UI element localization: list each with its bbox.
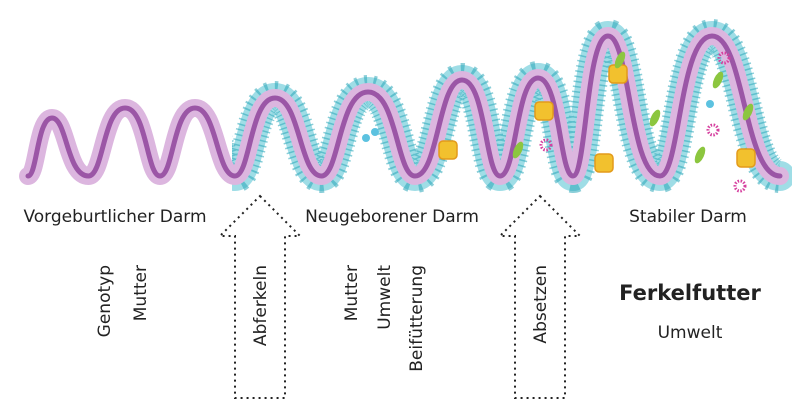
microbe bbox=[742, 103, 754, 121]
microbe bbox=[706, 100, 714, 108]
microbe bbox=[717, 51, 731, 65]
microbe bbox=[512, 141, 524, 159]
microbe bbox=[594, 153, 614, 173]
stage-label: Neugeborener Darm bbox=[305, 207, 479, 227]
microbe bbox=[649, 109, 661, 127]
transition-label: Abferkeln bbox=[251, 265, 271, 346]
factor-label: Mutter bbox=[342, 265, 362, 321]
microbe bbox=[712, 71, 724, 89]
factor-title: Ferkelfutter bbox=[619, 281, 761, 305]
stage-label: Vorgeburtlicher Darm bbox=[23, 207, 206, 227]
microbe bbox=[371, 128, 379, 136]
microbe bbox=[614, 51, 626, 69]
gut-wall-inner bbox=[25, 33, 783, 179]
microbe bbox=[362, 134, 370, 142]
microbe bbox=[539, 138, 553, 152]
microbe bbox=[438, 140, 458, 160]
microbe bbox=[706, 123, 720, 137]
microbe bbox=[733, 179, 747, 193]
microbe bbox=[694, 146, 706, 164]
factor-label: Genotyp bbox=[95, 265, 115, 337]
transition-arrow bbox=[217, 194, 303, 399]
factor-label: Umwelt bbox=[658, 323, 723, 343]
factor-label: Mutter bbox=[131, 265, 151, 321]
factor-label: Umwelt bbox=[375, 265, 395, 330]
microbe bbox=[736, 148, 756, 168]
gut-villi bbox=[19, 18, 792, 194]
microbe bbox=[534, 101, 554, 121]
stage-label: Stabiler Darm bbox=[629, 207, 747, 227]
transition-arrow bbox=[497, 194, 583, 399]
microbes bbox=[362, 51, 756, 193]
factor-label: Beifütterung bbox=[407, 265, 427, 372]
transition-label: Absetzen bbox=[531, 265, 551, 344]
